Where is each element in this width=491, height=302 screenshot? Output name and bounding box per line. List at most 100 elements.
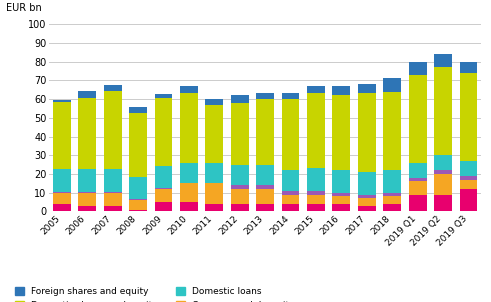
Bar [53, 100, 71, 102]
Bar [358, 93, 376, 172]
Text: EUR bn: EUR bn [6, 3, 42, 13]
Bar [409, 75, 427, 163]
Bar [282, 170, 300, 191]
Bar [383, 92, 401, 170]
Bar [434, 170, 452, 174]
Bar [79, 169, 96, 192]
Bar [53, 169, 71, 192]
Bar [155, 202, 172, 211]
Bar [460, 62, 477, 73]
Bar [358, 194, 376, 198]
Bar [358, 198, 376, 206]
Bar [155, 188, 172, 189]
Bar [434, 194, 452, 211]
Bar [180, 163, 198, 183]
Bar [460, 176, 477, 180]
Bar [358, 84, 376, 93]
Bar [205, 105, 223, 163]
Bar [79, 206, 96, 211]
Bar [409, 194, 427, 211]
Bar [155, 165, 172, 188]
Bar [383, 79, 401, 92]
Bar [104, 169, 122, 192]
Bar [231, 103, 248, 165]
Bar [409, 163, 427, 178]
Bar [282, 194, 300, 204]
Bar [53, 204, 71, 211]
Bar [180, 202, 198, 211]
Bar [332, 170, 350, 193]
Bar [231, 189, 248, 204]
Bar [332, 86, 350, 95]
Bar [332, 95, 350, 170]
Bar [409, 178, 427, 182]
Bar [282, 191, 300, 194]
Bar [104, 192, 122, 193]
Bar [79, 91, 96, 98]
Bar [256, 185, 274, 189]
Bar [282, 204, 300, 211]
Bar [129, 177, 147, 199]
Bar [256, 204, 274, 211]
Bar [409, 62, 427, 75]
Bar [104, 85, 122, 91]
Bar [409, 182, 427, 194]
Bar [205, 163, 223, 183]
Bar [460, 161, 477, 176]
Bar [307, 168, 325, 191]
Bar [256, 99, 274, 165]
Bar [460, 189, 477, 211]
Bar [434, 54, 452, 67]
Bar [460, 180, 477, 189]
Bar [256, 189, 274, 204]
Bar [434, 67, 452, 155]
Bar [53, 193, 71, 204]
Bar [129, 200, 147, 210]
Bar [104, 91, 122, 169]
Bar [155, 94, 172, 98]
Bar [79, 192, 96, 193]
Bar [307, 86, 325, 93]
Bar [282, 99, 300, 170]
Bar [383, 193, 401, 196]
Bar [129, 210, 147, 211]
Bar [79, 98, 96, 169]
Bar [307, 194, 325, 204]
Bar [307, 191, 325, 194]
Bar [155, 189, 172, 202]
Bar [104, 206, 122, 211]
Legend: Foreign shares and equity, Domestic shares and equity, Foreign loans, Domestic l: Foreign shares and equity, Domestic shar… [15, 287, 294, 302]
Bar [383, 196, 401, 204]
Bar [256, 93, 274, 99]
Bar [231, 204, 248, 211]
Bar [282, 93, 300, 99]
Bar [256, 165, 274, 185]
Bar [460, 73, 477, 161]
Bar [231, 185, 248, 189]
Bar [434, 155, 452, 170]
Bar [231, 95, 248, 103]
Bar [205, 183, 223, 204]
Bar [104, 193, 122, 206]
Bar [53, 192, 71, 193]
Bar [180, 183, 198, 202]
Bar [231, 165, 248, 185]
Bar [358, 172, 376, 194]
Bar [307, 204, 325, 211]
Bar [155, 98, 172, 165]
Bar [307, 93, 325, 168]
Bar [358, 206, 376, 211]
Bar [79, 193, 96, 206]
Bar [332, 193, 350, 196]
Bar [53, 102, 71, 169]
Bar [180, 86, 198, 93]
Bar [332, 196, 350, 204]
Bar [129, 199, 147, 200]
Bar [129, 113, 147, 177]
Bar [332, 204, 350, 211]
Bar [180, 93, 198, 163]
Bar [129, 108, 147, 113]
Bar [205, 99, 223, 105]
Bar [383, 170, 401, 193]
Bar [205, 204, 223, 211]
